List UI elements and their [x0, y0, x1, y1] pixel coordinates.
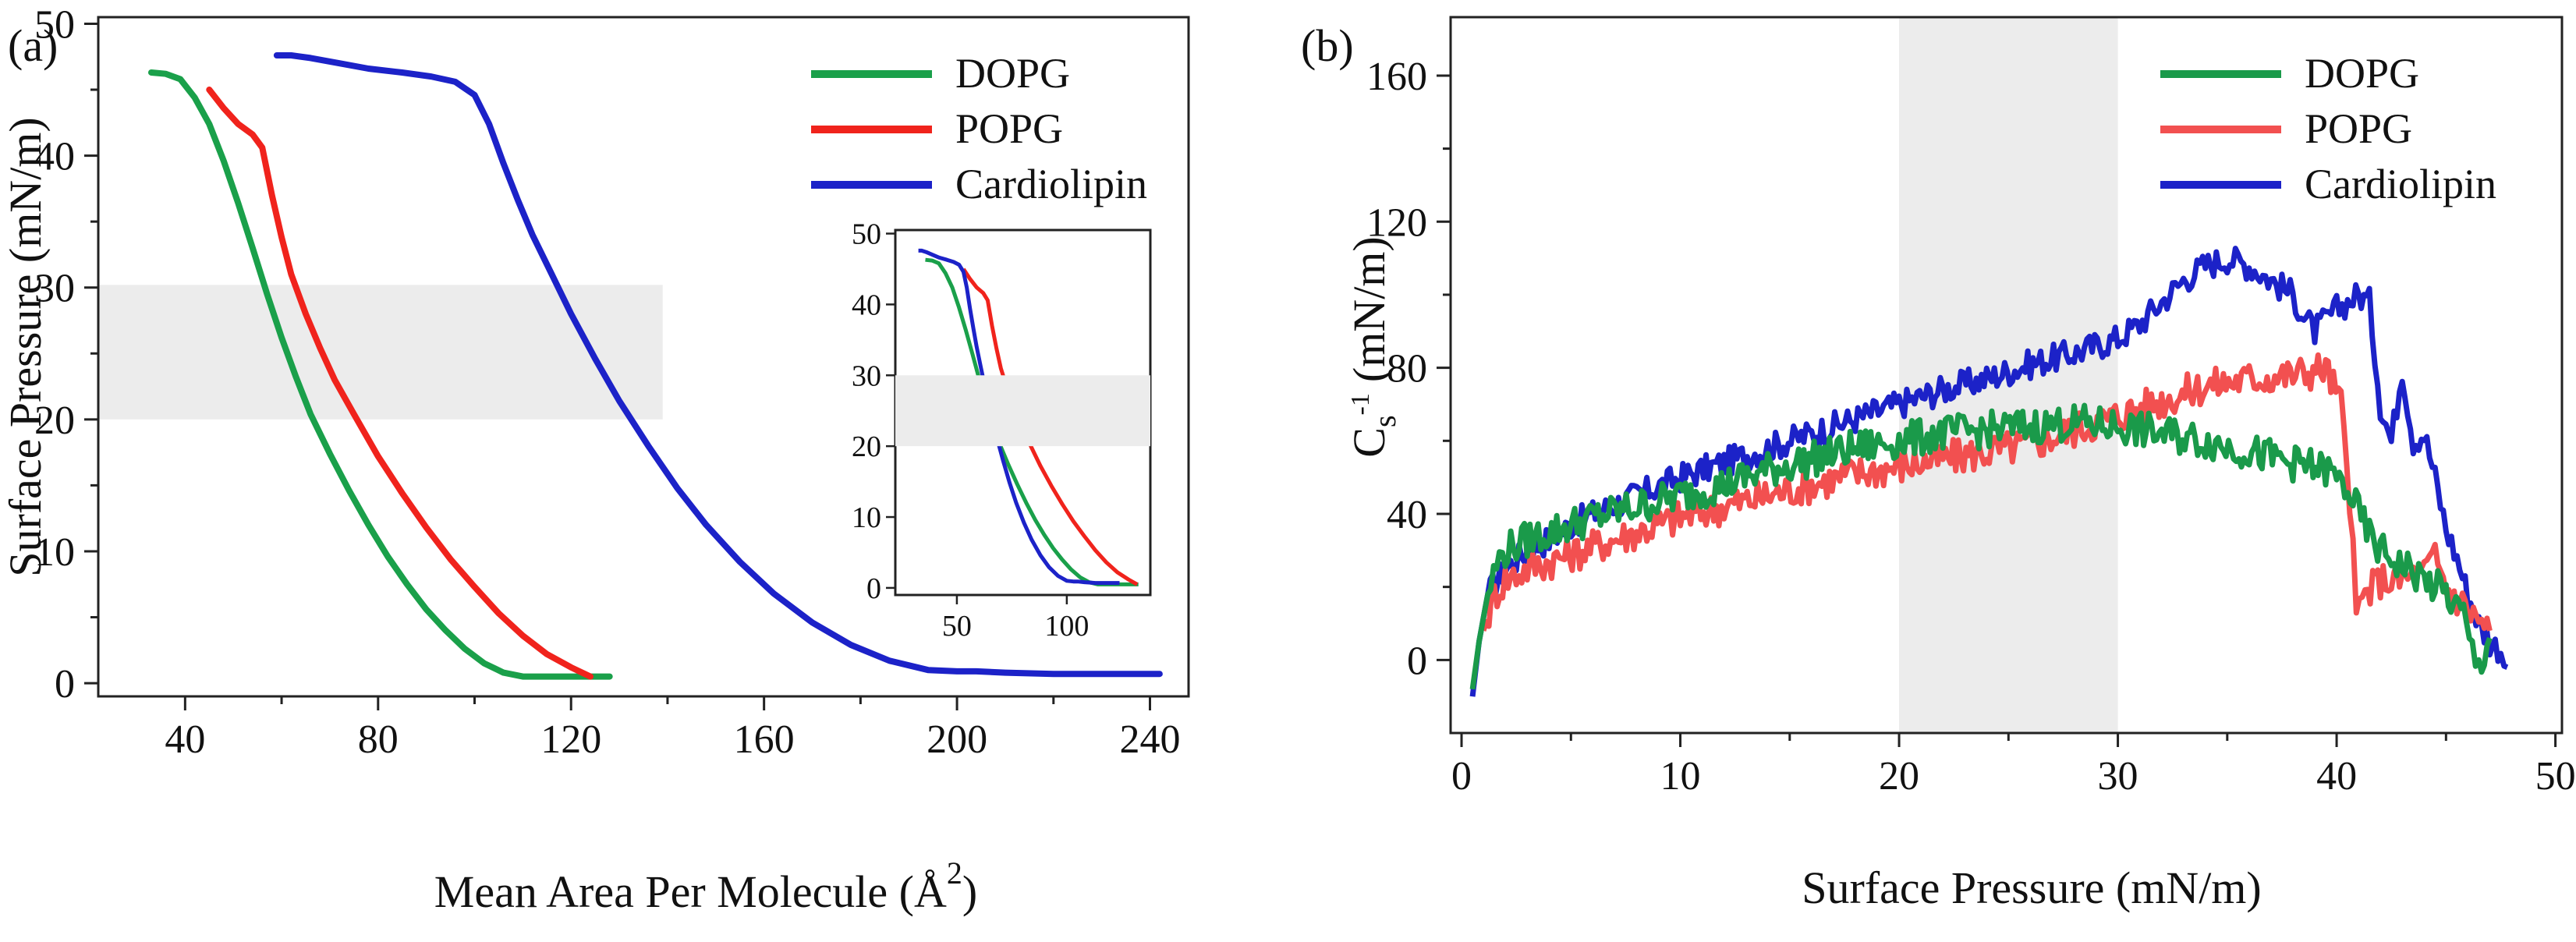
- inset-y-tick-label: 30: [852, 359, 881, 392]
- legend-label-cardiolipin: Cardiolipin: [2305, 161, 2496, 207]
- panel-a-series: [148, 52, 1163, 680]
- panel-b: (b) 0 10 20 30 40 50 0 40 80 120 160 Cs-1(mN/m) Su…: [1301, 16, 2576, 913]
- inset-y-tick-label: 10: [852, 501, 881, 534]
- inset-y-tick-label: 50: [852, 218, 881, 251]
- panel-b-x-tick-label: 30: [2098, 754, 2138, 799]
- panel-a-x-axis-title: Mean Area Per Molecule (Å2): [434, 855, 977, 917]
- panel-a-label: (a): [8, 20, 58, 71]
- inset-line-dopg: [925, 257, 1139, 586]
- panel-b-y-tick-label: 120: [1366, 200, 1427, 245]
- panel-a-x-tick-label: 40: [165, 717, 205, 762]
- panel-a-x-tick-label: 240: [1120, 717, 1181, 762]
- panel-a-shaded-region: [98, 285, 663, 420]
- panel-b-x-tick-label: 10: [1660, 754, 1701, 799]
- panel-b-legend: DOPG POPG Cardiolipin: [2160, 50, 2496, 207]
- panel-b-y-tick-label: 0: [1407, 639, 1427, 683]
- legend-label-dopg: DOPG: [955, 50, 1070, 97]
- inset-x-tick-label: 100: [1044, 610, 1089, 643]
- panel-b-line-dopg: [1469, 402, 2493, 690]
- inset-shaded-region: [895, 375, 1150, 447]
- panel-a-y-axis-title: Surface Pressure (mN/m): [0, 117, 51, 577]
- panel-a-line-cardiolipin: [273, 52, 1163, 678]
- panel-b-y-tick-label: 160: [1366, 55, 1427, 99]
- panel-a-y-tick-label: 10: [34, 530, 75, 575]
- legend-label-popg: POPG: [955, 105, 1063, 152]
- panel-b-x-tick-label: 50: [2535, 754, 2576, 799]
- inset-y-tick-label: 0: [866, 572, 881, 605]
- panel-a-line-popg: [206, 87, 594, 680]
- panel-b-y-tick-label: 40: [1387, 493, 1427, 537]
- inset-x-tick-label: 50: [942, 610, 972, 643]
- panel-b-x-tick-label: 0: [1451, 754, 1472, 799]
- panel-a-x-tick-label: 120: [540, 717, 601, 762]
- panel-a-y-tick-label: 30: [34, 267, 75, 311]
- panel-a-y-tick-label: 50: [34, 2, 75, 47]
- panel-a-plot-frame: [97, 16, 1190, 698]
- panel-a-x-tick-label: 160: [734, 717, 795, 762]
- panel-a-y-tick-label: 0: [55, 662, 75, 706]
- panel-b-x-tick-label: 20: [1879, 754, 1919, 799]
- legend-label-cardiolipin: Cardiolipin: [955, 161, 1147, 207]
- panel-a-legend: DOPG POPG Cardiolipin: [811, 50, 1147, 207]
- legend-label-popg: POPG: [2305, 105, 2412, 152]
- panel-b-line-cardiolipin: [1469, 246, 2509, 697]
- panel-a-line-dopg: [148, 69, 613, 680]
- panel-a-x-tick-label: 200: [927, 717, 987, 762]
- panel-a-inset: 50 100 0 10 20 30 40 50: [852, 218, 1152, 643]
- panel-a-x-tick-label: 80: [358, 717, 399, 762]
- panel-b-y-axis-title: Cs-1(mN/m): [1344, 236, 1402, 457]
- panel-b-series: [1469, 246, 2509, 697]
- panel-b-x-tick-label: 40: [2316, 754, 2357, 799]
- panel-a-y-tick-label: 40: [34, 135, 75, 179]
- panel-b-x-axis-title: Surface Pressure (mN/m): [1802, 862, 2262, 913]
- inset-y-tick-label: 40: [852, 289, 881, 321]
- panel-b-plot-frame: [1449, 16, 2564, 735]
- panel-b-line-popg: [1480, 352, 2493, 632]
- panel-a-y-tick-label: 20: [34, 398, 75, 443]
- panel-b-label: (b): [1301, 20, 1354, 71]
- inset-y-tick-label: 20: [852, 430, 881, 463]
- legend-label-dopg: DOPG: [2305, 50, 2419, 97]
- panel-b-y-tick-label: 80: [1387, 347, 1427, 391]
- panel-b-ticks: 0 10 20 30 40 50 0 40 80 120 160: [1366, 55, 2576, 799]
